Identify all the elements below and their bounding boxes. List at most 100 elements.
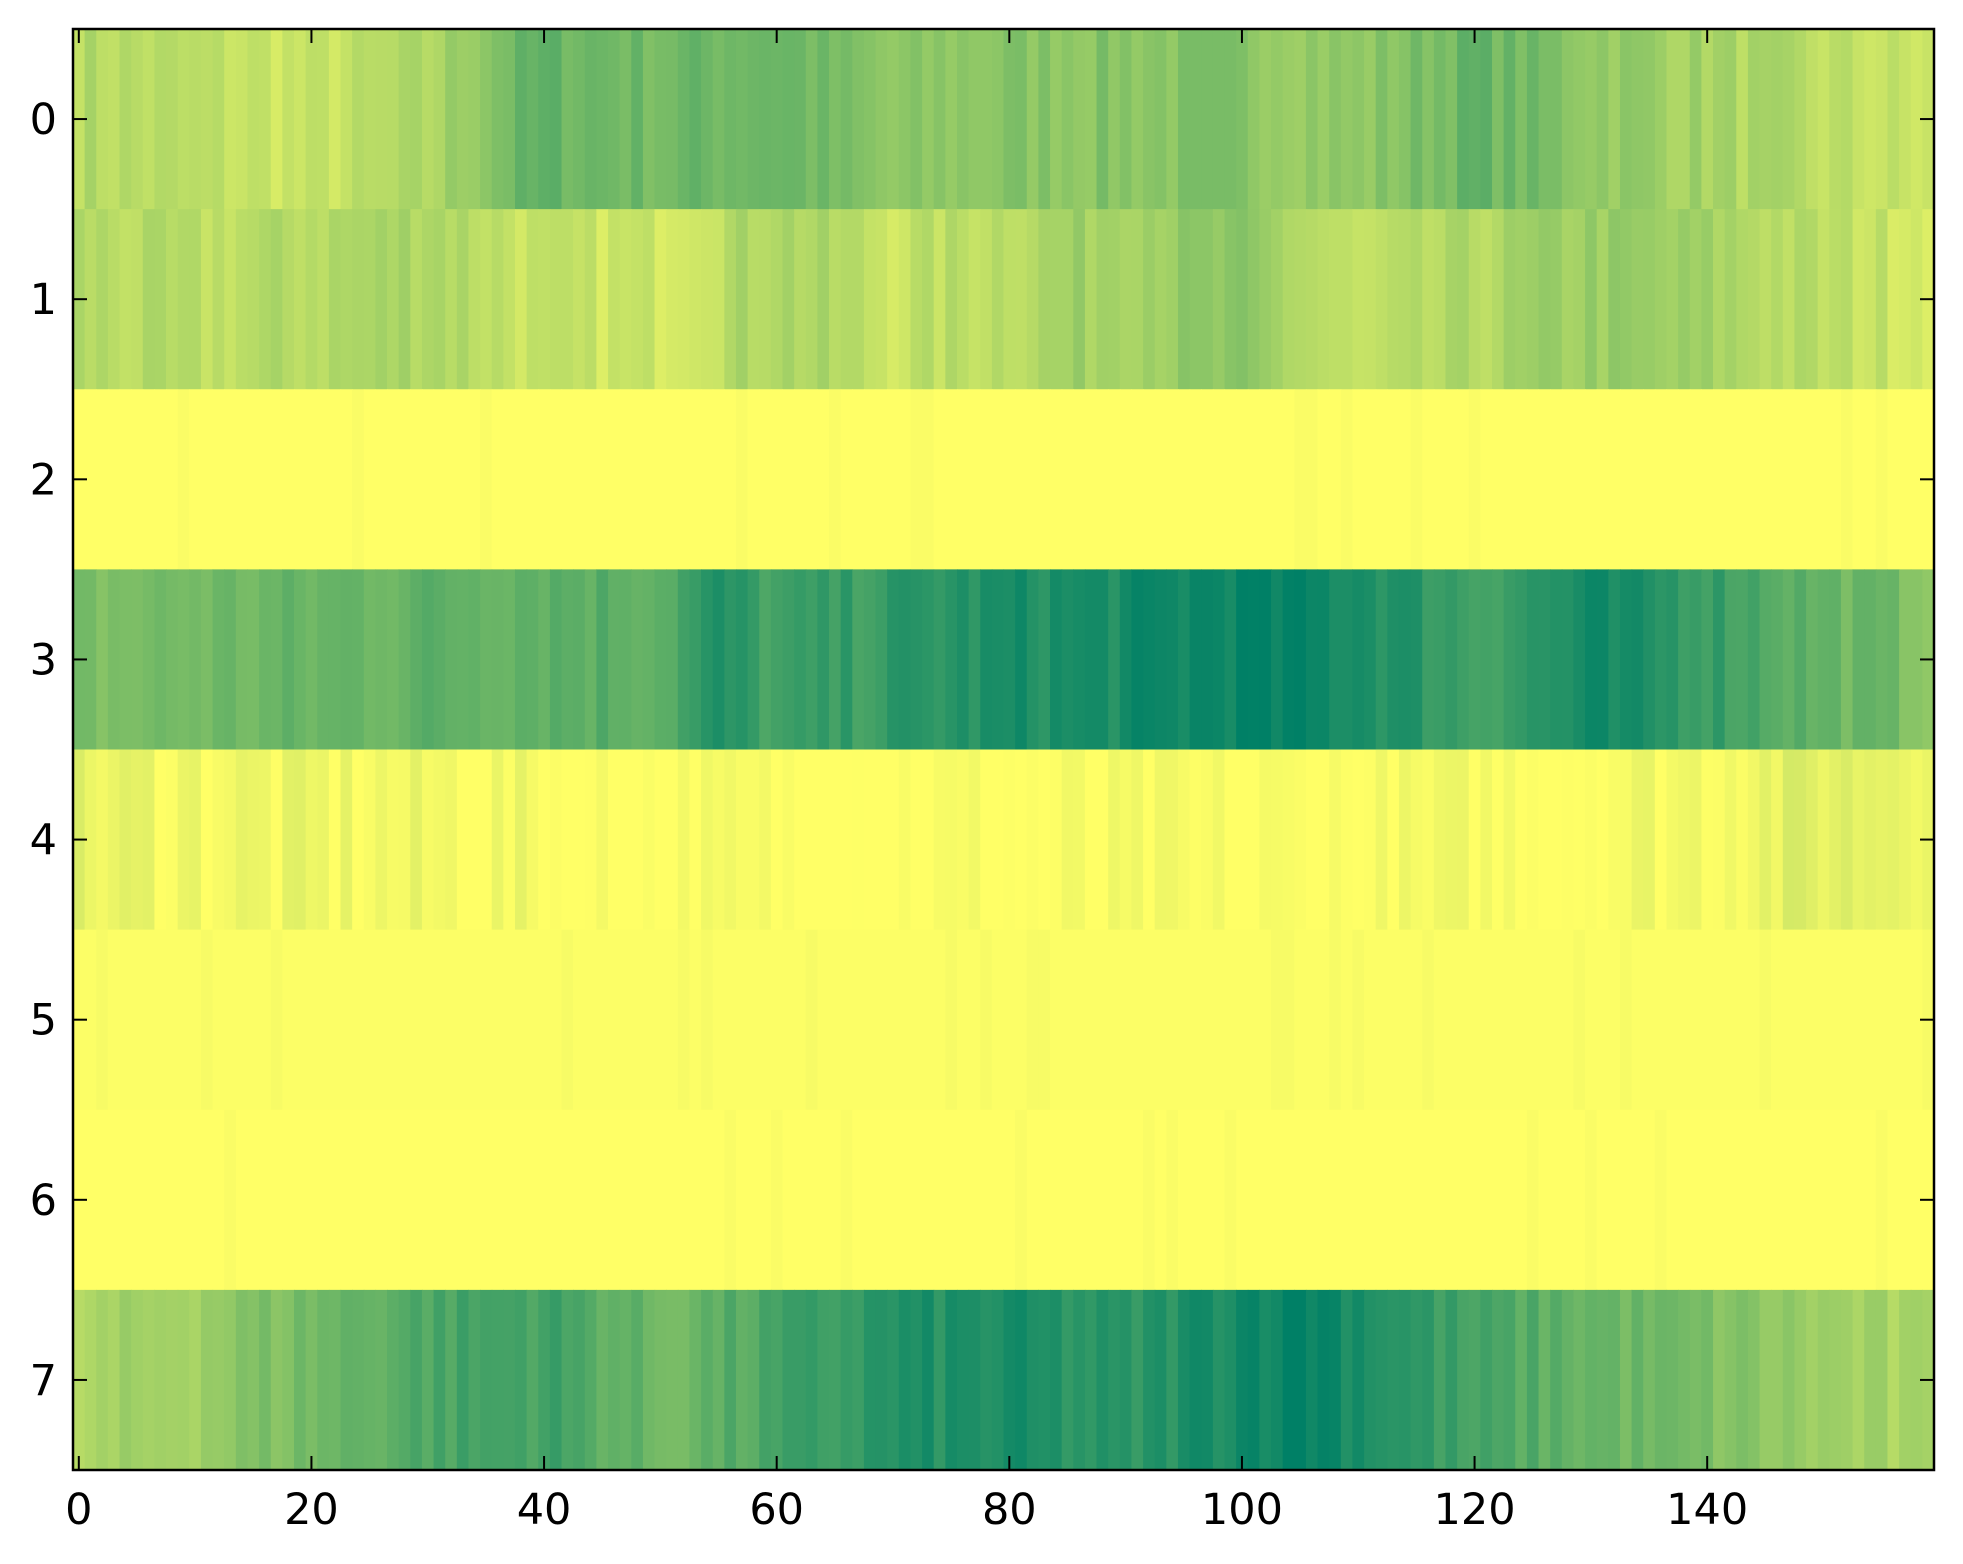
heatmap-cell — [852, 749, 865, 931]
heatmap-cell — [875, 749, 888, 931]
heatmap-cell — [782, 209, 795, 390]
heatmap-cell — [1305, 1289, 1319, 1471]
heatmap-cell — [1782, 1109, 1796, 1291]
heatmap-cell — [526, 1109, 539, 1291]
heatmap-cell — [1515, 929, 1528, 1111]
heatmap-cell — [259, 1289, 272, 1471]
heatmap-cell — [328, 1289, 342, 1471]
heatmap-cell — [96, 749, 109, 931]
heatmap-cell — [654, 389, 667, 570]
heatmap-cell — [1608, 209, 1621, 390]
heatmap-cell — [1747, 749, 1761, 931]
heatmap-cell — [1364, 1289, 1377, 1471]
heatmap-cell — [910, 389, 923, 570]
heatmap-cell — [1689, 1289, 1702, 1471]
heatmap-cell — [1852, 1289, 1865, 1471]
heatmap-cell — [1503, 569, 1516, 751]
heatmap-cell — [445, 29, 458, 210]
heatmap-cell — [96, 209, 109, 390]
heatmap-cell — [596, 209, 609, 390]
heatmap-cell — [631, 1109, 644, 1291]
heatmap-cell — [1166, 1289, 1179, 1471]
heatmap-cell — [677, 29, 691, 210]
heatmap-cell — [398, 1289, 411, 1471]
heatmap-cell — [200, 749, 214, 931]
heatmap-cell — [293, 1289, 307, 1471]
heatmap-cell — [107, 209, 121, 390]
heatmap-cell — [1026, 1289, 1039, 1471]
heatmap-cell — [1247, 1109, 1260, 1291]
heatmap-cell — [1864, 749, 1877, 931]
heatmap-cell — [270, 749, 283, 931]
heatmap-cell — [782, 929, 795, 1111]
heatmap-cell — [631, 929, 644, 1111]
heatmap-cell — [1038, 29, 1051, 210]
heatmap-cell — [1410, 929, 1423, 1111]
heatmap-cell — [1561, 1289, 1575, 1471]
heatmap-cell — [956, 569, 970, 751]
heatmap-cell — [549, 1109, 563, 1291]
heatmap-cell — [282, 749, 295, 931]
heatmap-cell — [375, 929, 388, 1111]
heatmap-cell — [1875, 1289, 1889, 1471]
heatmap-cell — [177, 569, 190, 751]
heatmap-cell — [293, 749, 307, 931]
heatmap-cell — [1096, 389, 1109, 570]
heatmap-cell — [1631, 209, 1644, 390]
heatmap-cell — [421, 389, 435, 570]
heatmap-cell — [887, 1289, 900, 1471]
heatmap-cell — [642, 749, 656, 931]
heatmap-cell — [1375, 29, 1388, 210]
heatmap-cell — [1201, 389, 1214, 570]
heatmap-cell — [1666, 1289, 1679, 1471]
heatmap-cell — [608, 29, 621, 210]
heatmap-cell — [538, 569, 551, 751]
heatmap-cell — [1108, 749, 1121, 931]
heatmap-cell — [1619, 929, 1633, 1111]
heatmap-cell — [1364, 1109, 1377, 1291]
heatmap-cell — [1317, 29, 1330, 210]
heatmap-cell — [1817, 1289, 1830, 1471]
heatmap-cell — [608, 569, 621, 751]
heatmap-cell — [1526, 569, 1540, 751]
heatmap-cell — [1317, 1109, 1330, 1291]
heatmap-cell — [1771, 1289, 1784, 1471]
heatmap-cell — [107, 1289, 121, 1471]
heatmap-cell — [712, 929, 725, 1111]
heatmap-cell — [1236, 749, 1249, 931]
heatmap-cell — [1038, 749, 1051, 931]
heatmap-cell — [1585, 29, 1598, 210]
heatmap-cell — [259, 1109, 272, 1291]
heatmap-cell — [305, 29, 318, 210]
heatmap-cell — [1701, 929, 1714, 1111]
heatmap-cell — [1806, 29, 1819, 210]
heatmap-cell — [701, 929, 714, 1111]
heatmap-cell — [398, 929, 411, 1111]
heatmap-cell — [84, 929, 97, 1111]
heatmap-cell — [1433, 29, 1447, 210]
heatmap-cell — [910, 209, 923, 390]
heatmap-cell — [1759, 209, 1772, 390]
heatmap-cell — [1282, 929, 1295, 1111]
heatmap-cell — [1189, 209, 1202, 390]
heatmap-cell — [1782, 569, 1796, 751]
heatmap-cell — [1573, 1109, 1586, 1291]
heatmap-cell — [259, 29, 272, 210]
heatmap-cell — [247, 929, 260, 1111]
heatmap-cell — [1038, 389, 1051, 570]
heatmap-cell — [689, 389, 702, 570]
heatmap-cell — [1119, 29, 1133, 210]
heatmap-cell — [1887, 569, 1900, 751]
heatmap-cell — [1596, 569, 1609, 751]
heatmap-cell — [1084, 209, 1098, 390]
heatmap-cell — [945, 749, 958, 931]
heatmap-cell — [456, 389, 470, 570]
heatmap-cell — [445, 929, 458, 1111]
heatmap-cell — [968, 1289, 981, 1471]
heatmap-cell — [1212, 29, 1226, 210]
heatmap-cell — [1410, 569, 1423, 751]
heatmap-cell — [514, 389, 528, 570]
heatmap-cell — [259, 929, 272, 1111]
heatmap-cell — [1596, 1289, 1609, 1471]
heatmap-cell — [421, 1289, 435, 1471]
